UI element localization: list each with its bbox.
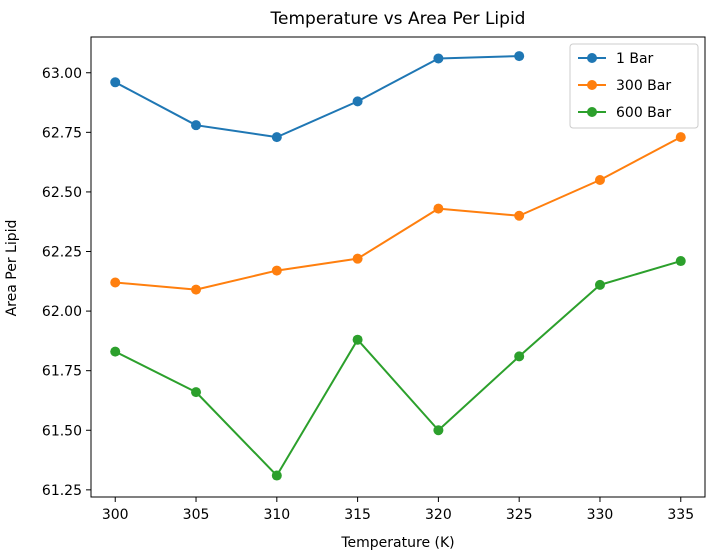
data-point-600-bar: [594, 279, 605, 290]
legend-item-1-bar: 1 Bar: [578, 51, 654, 67]
series-line-600-bar: [114, 260, 682, 477]
data-point-600-bar: [271, 470, 282, 481]
data-point-300-bar: [675, 132, 686, 143]
data-point-600-bar: [675, 256, 686, 267]
data-point-600-bar: [433, 425, 444, 436]
data-point-1-bar: [271, 132, 282, 143]
data-point-600-bar: [110, 346, 121, 357]
y-axis-ticks: 61.25 61.50 61.75 62.00 62.25 62.50 62.75 63.00: [42, 66, 91, 499]
y-axis-label: Area Per Lipid: [4, 220, 20, 317]
legend-label: 1 Bar: [616, 51, 654, 67]
y-tick-label: 63.00: [42, 66, 82, 82]
data-point-300-bar: [433, 203, 444, 214]
legend-label: 600 Bar: [616, 105, 671, 121]
plot-frame: [90, 36, 706, 498]
data-point-1-bar: [110, 77, 121, 88]
y-tick-label: 62.50: [42, 185, 82, 201]
x-tick-label: 310: [263, 507, 290, 523]
y-tick-label: 61.25: [42, 483, 82, 499]
data-point-300-bar: [514, 210, 525, 221]
x-tick-label: 320: [425, 507, 452, 523]
y-tick-label: 61.50: [42, 423, 82, 439]
data-point-300-bar: [271, 265, 282, 276]
legend: 1 Bar 300 Bar 600 Bar: [569, 43, 699, 129]
y-tick-label: 62.00: [42, 304, 82, 320]
x-tick-label: 325: [506, 507, 533, 523]
x-tick-label: 330: [587, 507, 614, 523]
x-tick-label: 300: [102, 507, 129, 523]
legend-item-300-bar: 300 Bar: [578, 78, 671, 94]
series-1-bar: [110, 51, 525, 143]
series-layer: [110, 51, 686, 481]
plot-area: [90, 36, 706, 498]
legend-marker: [587, 53, 597, 63]
data-point-1-bar: [433, 53, 444, 64]
x-tick-label: 315: [344, 507, 371, 523]
legend-box: [569, 43, 699, 129]
data-point-600-bar: [191, 387, 202, 398]
data-point-300-bar: [191, 284, 202, 295]
x-axis-label: Temperature (K): [340, 535, 454, 551]
data-point-600-bar: [352, 334, 363, 345]
legend-item-600-bar: 600 Bar: [578, 105, 671, 121]
data-point-1-bar: [352, 96, 363, 107]
legend-marker: [587, 80, 597, 90]
data-point-1-bar: [514, 51, 525, 62]
data-point-300-bar: [110, 277, 121, 288]
data-point-600-bar: [514, 351, 525, 362]
series-300-bar: [110, 132, 686, 295]
y-tick-label: 62.25: [42, 245, 82, 261]
series-line-1-bar: [114, 55, 520, 139]
y-tick-label: 62.75: [42, 125, 82, 141]
y-tick-label: 61.75: [42, 364, 82, 380]
data-point-300-bar: [352, 253, 363, 264]
chart-title: Temperature vs Area Per Lipid: [270, 9, 526, 29]
x-tick-label: 335: [667, 507, 694, 523]
series-line-300-bar: [115, 136, 682, 291]
legend-label: 300 Bar: [616, 78, 671, 94]
series-600-bar: [110, 256, 686, 481]
x-axis-ticks: 300 305 310 315 320 325 330 335: [102, 497, 694, 523]
legend-marker: [587, 107, 597, 117]
x-tick-label: 305: [183, 507, 210, 523]
data-point-1-bar: [191, 120, 202, 131]
data-point-300-bar: [594, 175, 605, 186]
